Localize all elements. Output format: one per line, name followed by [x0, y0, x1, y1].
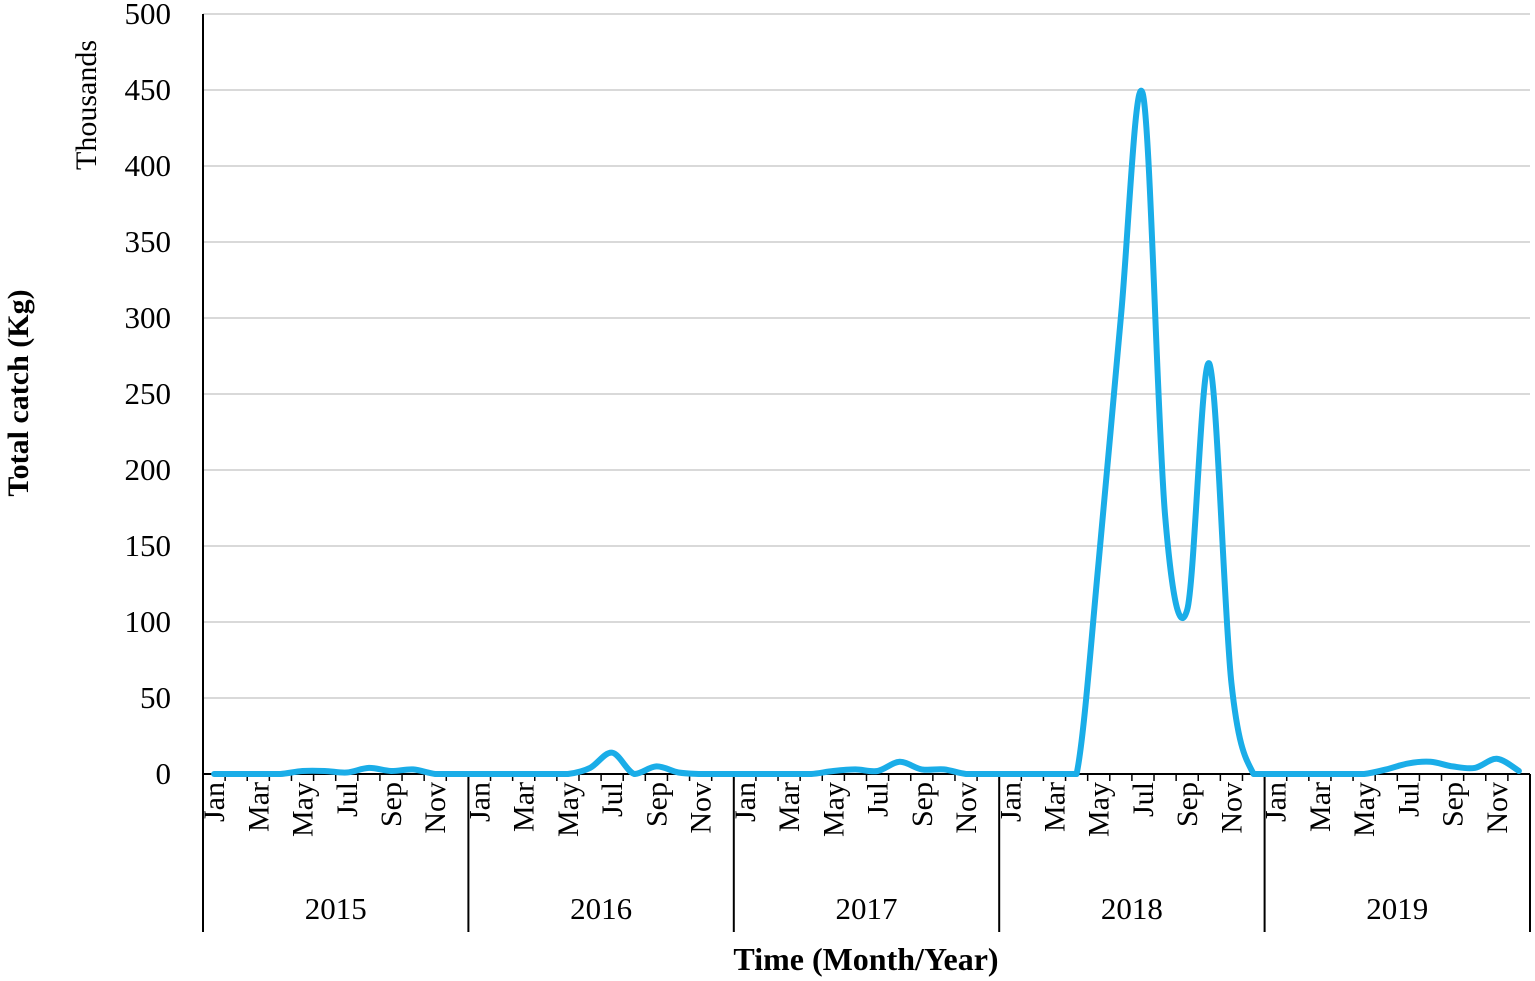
- year-label-2018: 2018: [1101, 891, 1163, 926]
- x-axis-year-dividers: [202, 774, 1531, 932]
- month-label-2018-mar: Mar: [1039, 782, 1072, 832]
- year-label-2016: 2016: [570, 891, 632, 926]
- month-label-2018-jul: Jul: [1127, 782, 1160, 817]
- y-axis-unit-label: Thousands: [70, 40, 103, 170]
- month-label-2016-nov: Nov: [685, 782, 718, 834]
- month-label-2015-may: May: [287, 782, 320, 837]
- y-tick-label-300: 300: [125, 300, 172, 335]
- month-label-2017-may: May: [817, 782, 850, 837]
- y-tick-label-150: 150: [125, 528, 172, 563]
- month-label-2016-jul: Jul: [596, 782, 629, 817]
- y-tick-label-450: 450: [125, 72, 172, 107]
- y-tick-label-350: 350: [125, 224, 172, 259]
- year-label-2015: 2015: [305, 891, 367, 926]
- month-label-2016-mar: Mar: [508, 782, 541, 832]
- year-label-2017: 2017: [836, 891, 898, 926]
- x-axis-year-labels: 2015 2016 2017 2018 2019: [305, 891, 1429, 926]
- month-label-2018-sep: Sep: [1171, 782, 1204, 827]
- y-tick-label-50: 50: [140, 680, 171, 715]
- month-label-2015-jul: Jul: [331, 782, 364, 817]
- month-label-2015-nov: Nov: [419, 782, 452, 834]
- month-label-2019-jul: Jul: [1392, 782, 1425, 817]
- year-label-2019: 2019: [1366, 891, 1428, 926]
- month-label-2017-jul: Jul: [862, 782, 895, 817]
- month-label-2019-mar: Mar: [1304, 782, 1337, 832]
- month-label-2017-sep: Sep: [906, 782, 939, 827]
- x-axis-title: Time (Month/Year): [733, 941, 998, 977]
- y-tick-label-0: 0: [156, 756, 172, 791]
- gridlines: [203, 13, 1530, 699]
- y-axis-title: Total catch (Kg): [2, 289, 35, 496]
- month-label-2018-nov: Nov: [1215, 782, 1248, 834]
- month-label-2018-may: May: [1083, 782, 1116, 837]
- y-tick-label-100: 100: [125, 604, 172, 639]
- month-label-2019-may: May: [1348, 782, 1381, 837]
- month-label-2015-mar: Mar: [242, 782, 275, 832]
- x-axis-month-labels: Jan Mar May Jul Sep Nov Jan Mar May Jul Sep Nov Jan M…: [198, 782, 1514, 837]
- y-tick-label-250: 250: [125, 376, 172, 411]
- month-label-2016-sep: Sep: [640, 782, 673, 827]
- month-label-2017-mar: Mar: [773, 782, 806, 832]
- month-label-2016-may: May: [552, 782, 585, 837]
- y-tick-label-400: 400: [125, 148, 172, 183]
- month-label-2015-sep: Sep: [375, 782, 408, 827]
- y-tick-label-500: 500: [125, 0, 172, 31]
- month-label-2019-sep: Sep: [1437, 782, 1470, 827]
- series-line: [211, 88, 1522, 778]
- month-label-2019-nov: Nov: [1481, 782, 1514, 834]
- y-axis-tick-labels: 0 50 100 150 200 250 300 350 400 450 500: [125, 0, 172, 791]
- month-label-2017-nov: Nov: [950, 782, 983, 834]
- y-tick-label-200: 200: [125, 452, 172, 487]
